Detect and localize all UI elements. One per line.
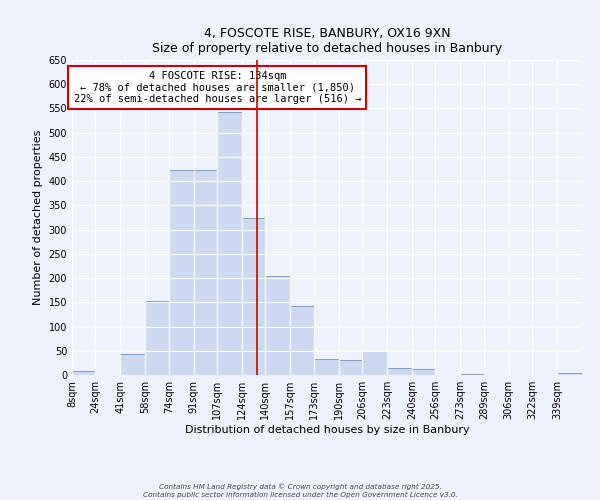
Bar [290, 306, 314, 375]
Text: Contains HM Land Registry data © Crown copyright and database right 2025.
Contai: Contains HM Land Registry data © Crown c… [143, 484, 457, 498]
Title: 4, FOSCOTE RISE, BANBURY, OX16 9XN
Size of property relative to detached houses : 4, FOSCOTE RISE, BANBURY, OX16 9XN Size … [152, 26, 502, 54]
Bar [121, 354, 145, 375]
Bar [387, 368, 412, 375]
X-axis label: Distribution of detached houses by size in Banbury: Distribution of detached houses by size … [185, 425, 469, 435]
Bar [265, 276, 290, 375]
Y-axis label: Number of detached properties: Number of detached properties [33, 130, 43, 305]
Bar [412, 369, 436, 375]
Bar [557, 372, 582, 375]
Bar [460, 374, 484, 375]
Bar [242, 218, 265, 375]
Bar [169, 170, 194, 375]
Bar [339, 360, 362, 375]
Bar [145, 301, 169, 375]
Text: 4 FOSCOTE RISE: 134sqm
← 78% of detached houses are smaller (1,850)
22% of semi-: 4 FOSCOTE RISE: 134sqm ← 78% of detached… [74, 71, 361, 104]
Bar [72, 371, 95, 375]
Bar [314, 359, 339, 375]
Bar [194, 170, 217, 375]
Bar [217, 112, 242, 375]
Bar [362, 352, 387, 375]
